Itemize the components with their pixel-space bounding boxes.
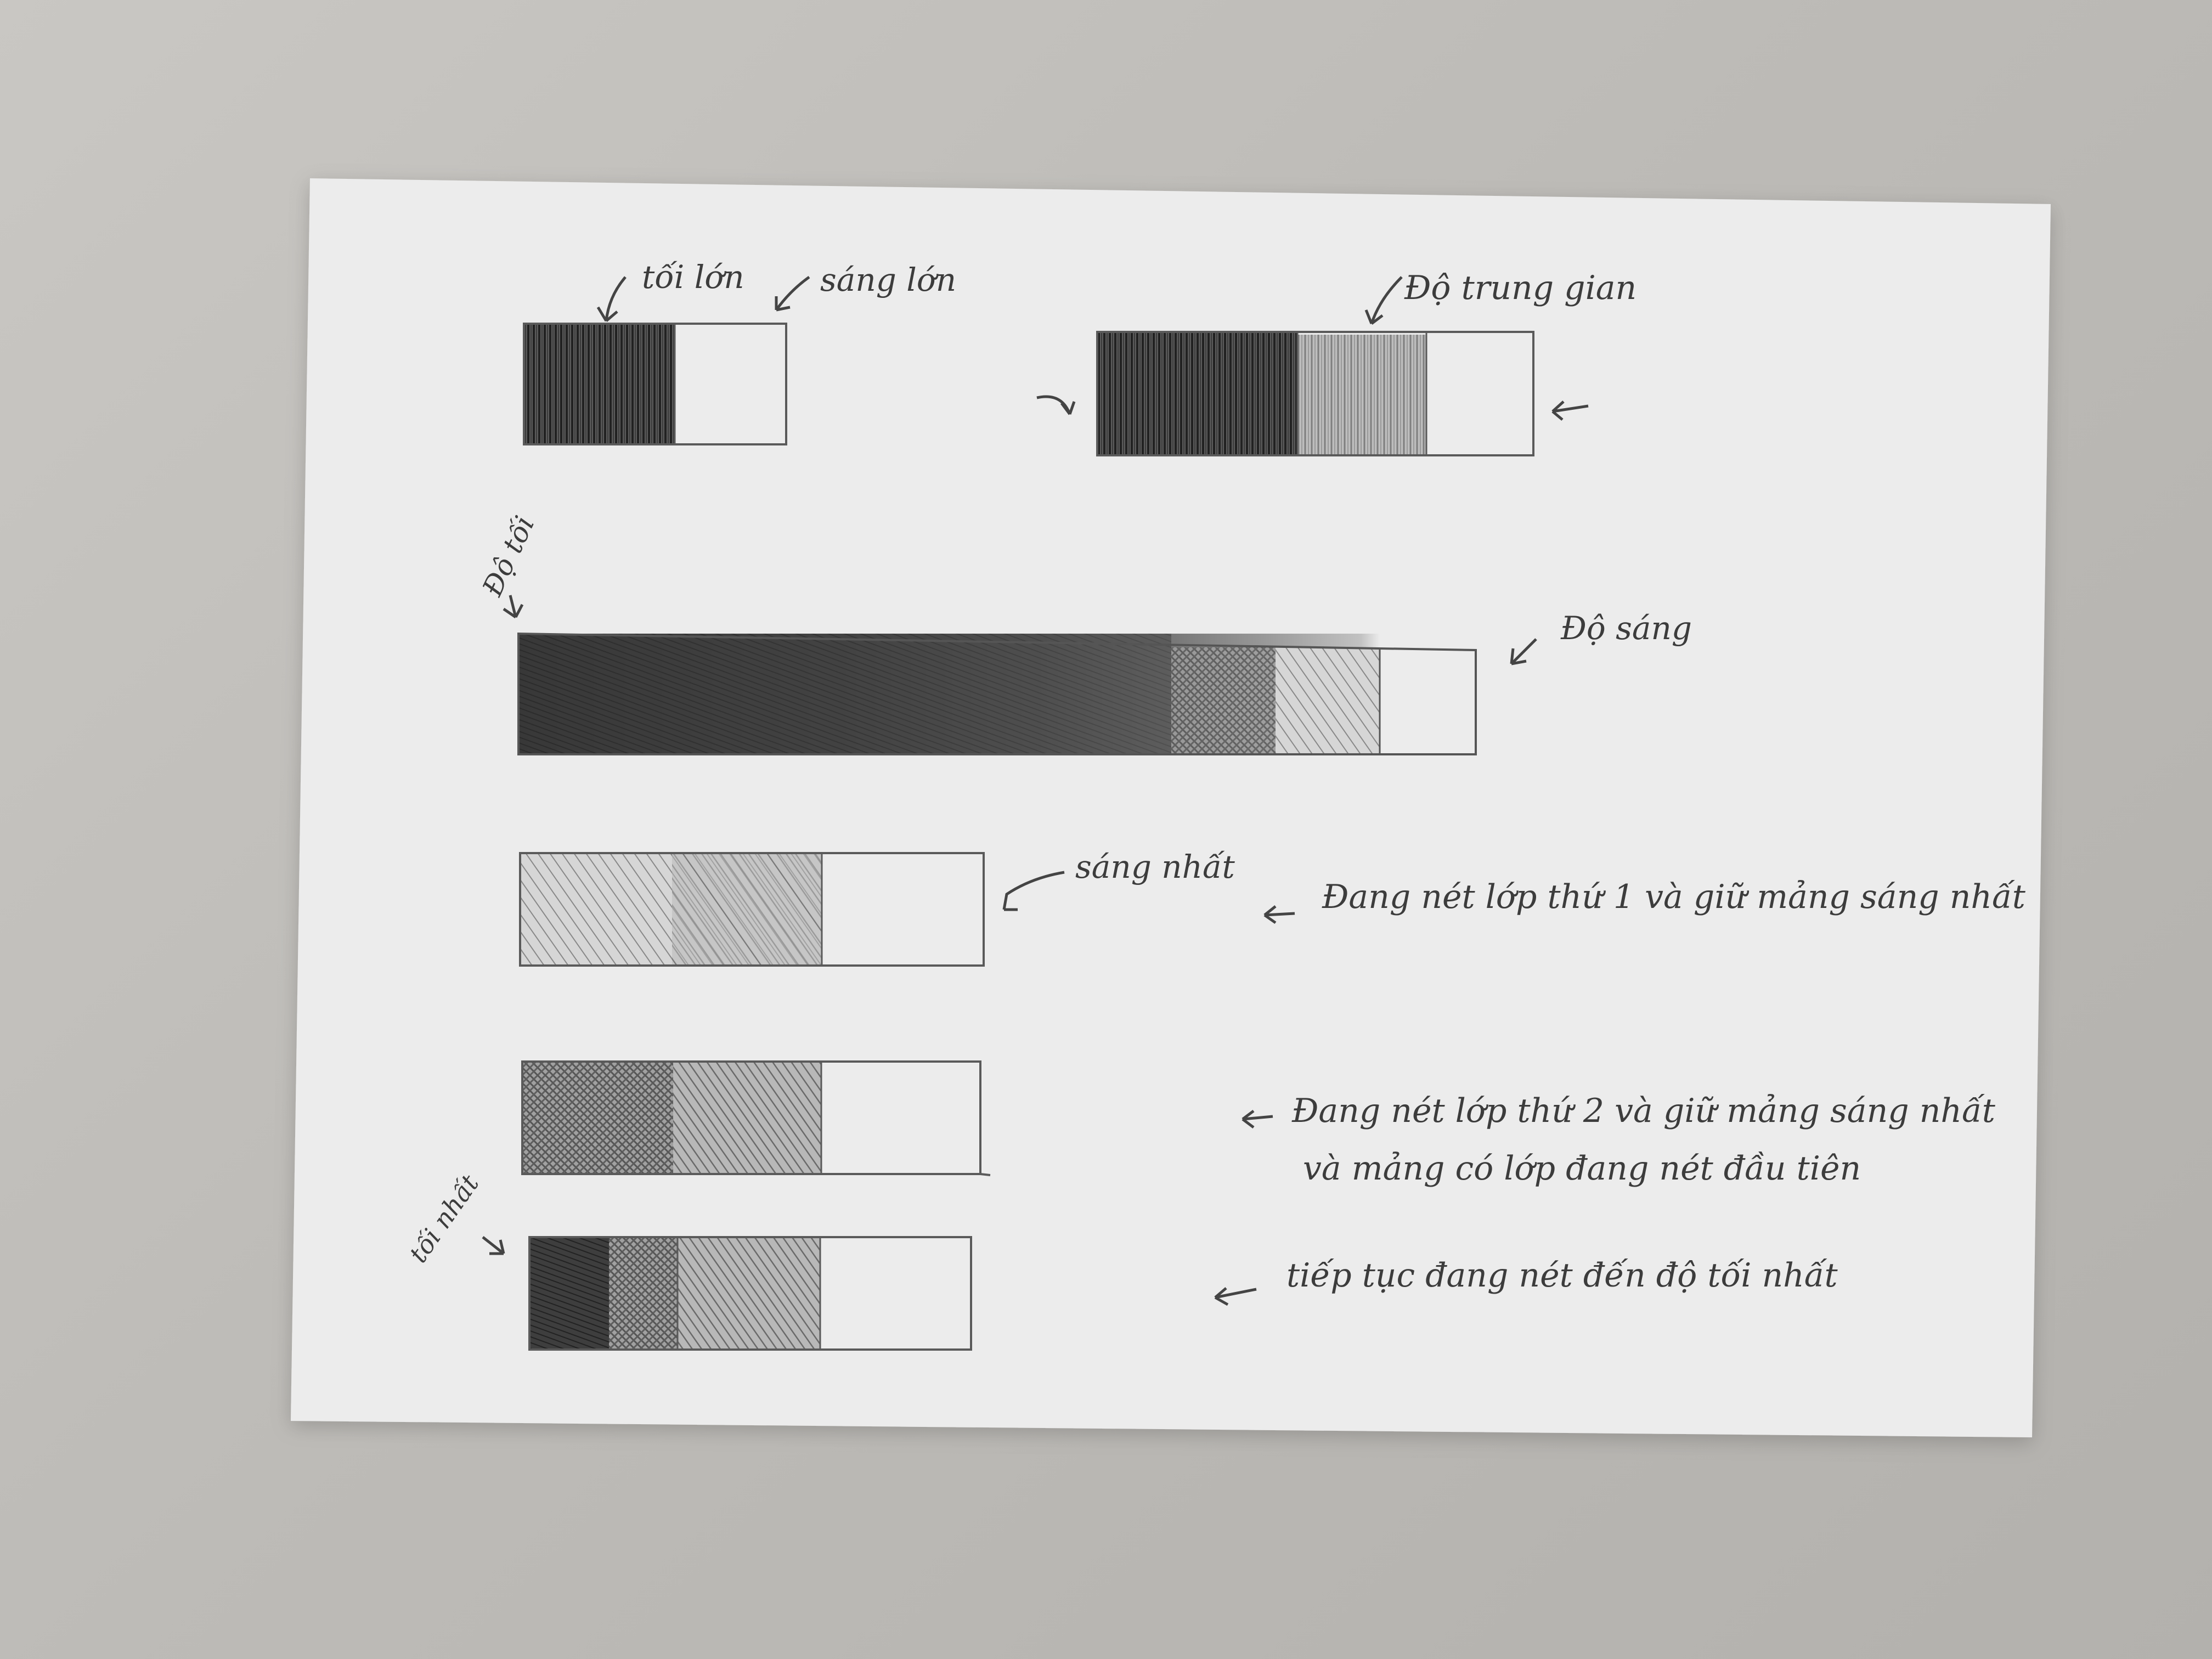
arrow-darkest-icon xyxy=(482,1236,505,1255)
arrow-mid-tone-icon xyxy=(1364,276,1403,325)
step2-bar xyxy=(521,1060,991,1176)
note-step2-line1: Đang nét lớp thứ 2 và giữ mảng sáng nhất xyxy=(1291,1092,1996,1130)
step1-bar xyxy=(519,852,985,967)
arrow-darkness-icon xyxy=(503,595,524,619)
arrow-lightest-icon xyxy=(1002,871,1065,911)
label-brightness: Độ sáng xyxy=(1560,610,1692,647)
arrow-brightness-icon xyxy=(1510,638,1537,665)
label-light-big: sáng lớn xyxy=(820,261,956,298)
arrow-left-edge-icon xyxy=(1036,395,1076,415)
three-tone-bar xyxy=(1096,331,1534,456)
arrow-light-big-icon xyxy=(775,275,810,312)
label-lightest: sáng nhất xyxy=(1075,848,1235,885)
label-dark-big: tối lớn xyxy=(642,258,744,296)
note-step1: Đang nét lớp thứ 1 và giữ mảng sáng nhất xyxy=(1322,878,2026,916)
value-scale-bar xyxy=(517,632,1477,755)
arrow-dark-big-icon xyxy=(596,276,627,322)
arrow-step1-icon xyxy=(1263,905,1295,924)
note-step2-line2: và mảng có lớp đang nét đầu tiên xyxy=(1303,1149,1861,1188)
note-step3: tiếp tục đang nét đến độ tối nhất xyxy=(1286,1256,1838,1295)
label-mid-tone: Độ trung gian xyxy=(1404,269,1637,307)
arrow-step3-icon xyxy=(1214,1287,1257,1306)
arrow-step2-icon xyxy=(1242,1110,1273,1128)
step3-bar xyxy=(528,1236,972,1351)
two-tone-bar xyxy=(523,323,787,445)
arrow-right-edge-icon xyxy=(1551,400,1589,421)
